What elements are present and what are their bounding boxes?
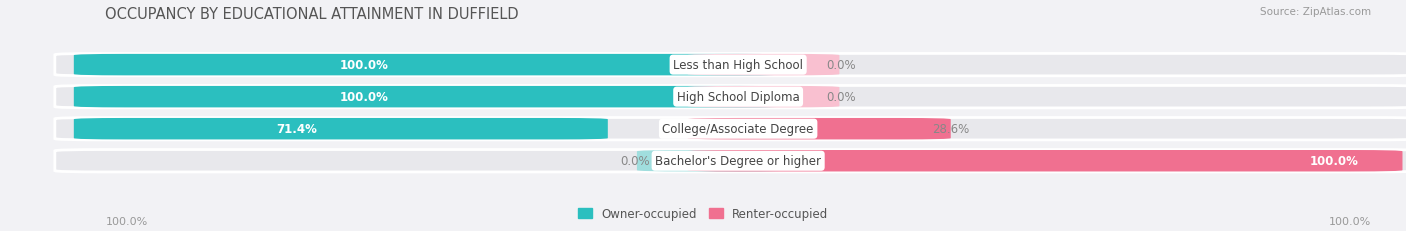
Text: 0.0%: 0.0% bbox=[827, 91, 856, 104]
FancyBboxPatch shape bbox=[55, 118, 1406, 140]
FancyBboxPatch shape bbox=[73, 87, 789, 108]
Text: Source: ZipAtlas.com: Source: ZipAtlas.com bbox=[1260, 7, 1371, 17]
Text: 0.0%: 0.0% bbox=[620, 155, 650, 167]
Legend: Owner-occupied, Renter-occupied: Owner-occupied, Renter-occupied bbox=[572, 203, 834, 225]
Text: 28.6%: 28.6% bbox=[932, 123, 969, 136]
Text: 100.0%: 100.0% bbox=[1329, 216, 1371, 226]
FancyBboxPatch shape bbox=[688, 87, 839, 108]
Text: 100.0%: 100.0% bbox=[340, 59, 388, 72]
FancyBboxPatch shape bbox=[637, 150, 789, 172]
Text: 100.0%: 100.0% bbox=[1309, 155, 1358, 167]
Text: High School Diploma: High School Diploma bbox=[676, 91, 800, 104]
FancyBboxPatch shape bbox=[688, 55, 839, 76]
Text: 100.0%: 100.0% bbox=[340, 91, 388, 104]
Text: 100.0%: 100.0% bbox=[105, 216, 148, 226]
Text: Less than High School: Less than High School bbox=[673, 59, 803, 72]
Text: OCCUPANCY BY EDUCATIONAL ATTAINMENT IN DUFFIELD: OCCUPANCY BY EDUCATIONAL ATTAINMENT IN D… bbox=[105, 7, 519, 22]
FancyBboxPatch shape bbox=[55, 86, 1406, 108]
FancyBboxPatch shape bbox=[55, 150, 1406, 172]
FancyBboxPatch shape bbox=[688, 119, 950, 140]
FancyBboxPatch shape bbox=[55, 54, 1406, 76]
Text: 0.0%: 0.0% bbox=[827, 59, 856, 72]
FancyBboxPatch shape bbox=[688, 150, 1402, 172]
Text: Bachelor's Degree or higher: Bachelor's Degree or higher bbox=[655, 155, 821, 167]
FancyBboxPatch shape bbox=[73, 55, 789, 76]
FancyBboxPatch shape bbox=[73, 119, 607, 140]
Text: 71.4%: 71.4% bbox=[276, 123, 318, 136]
Text: College/Associate Degree: College/Associate Degree bbox=[662, 123, 814, 136]
